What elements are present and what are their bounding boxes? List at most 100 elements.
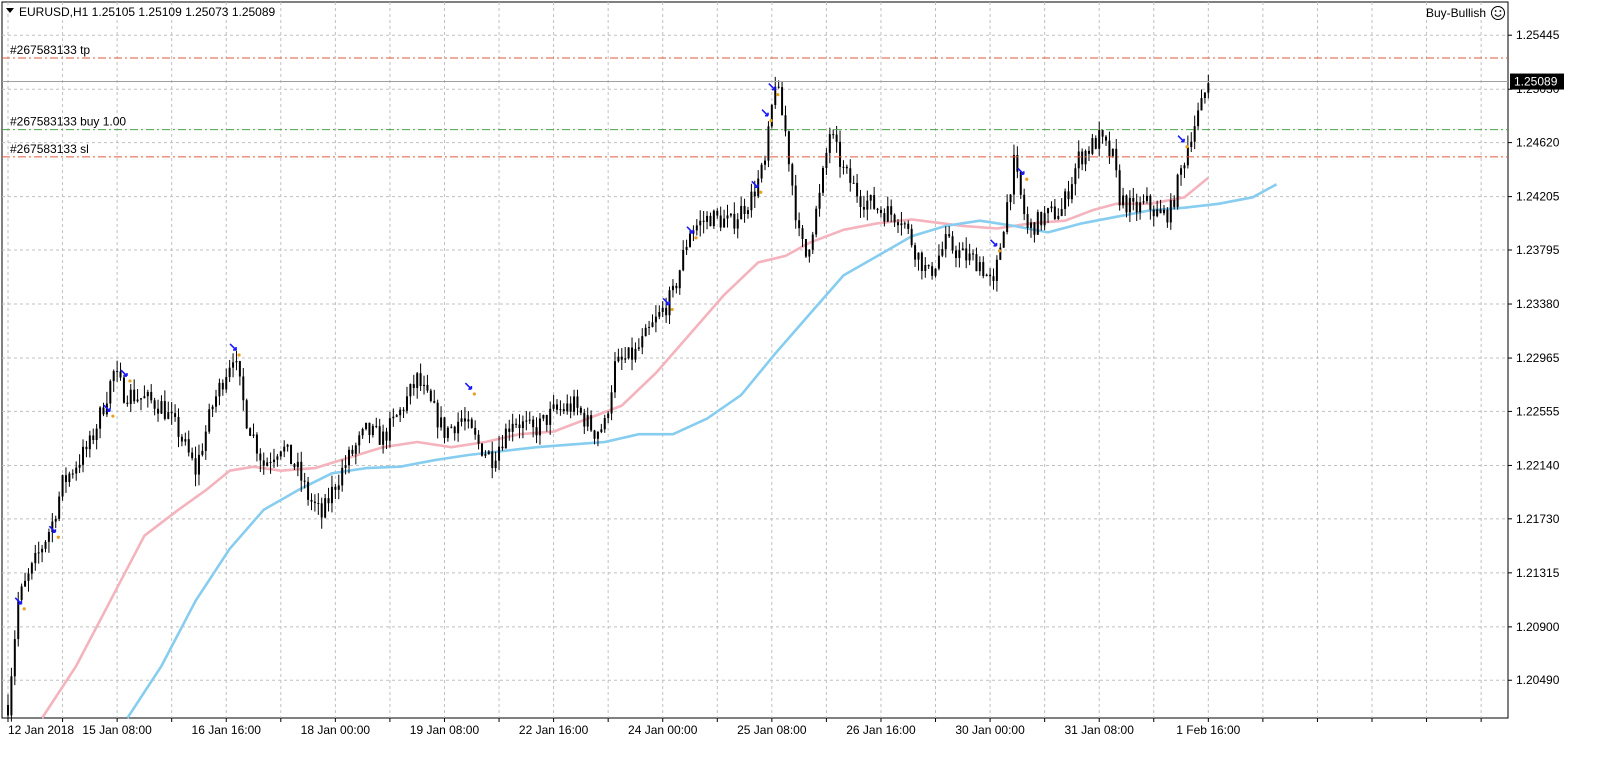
candle-body <box>862 206 865 210</box>
trade-close-marker <box>776 93 780 97</box>
candle-body <box>801 228 804 239</box>
candle-body <box>1006 202 1009 233</box>
candle-body <box>477 434 480 444</box>
axes: 1.254451.250301.246201.242051.237951.233… <box>2 28 1564 737</box>
x-tick-label: 24 Jan 00:00 <box>628 723 698 737</box>
candle-body <box>1207 83 1210 93</box>
candle-body <box>661 307 664 312</box>
candle-body <box>255 434 258 454</box>
candle-body <box>30 563 33 574</box>
plot-area[interactable] <box>1 1 1509 719</box>
candle-body <box>1057 215 1060 220</box>
candle-body <box>924 265 927 271</box>
candle-body <box>1152 209 1155 217</box>
dropdown-triangle-icon[interactable] <box>6 8 14 13</box>
candle-body <box>143 396 146 399</box>
candle-body <box>191 452 194 459</box>
trade-arrow-icon <box>662 297 670 306</box>
candle-body <box>1012 154 1015 195</box>
candle-body <box>450 426 453 428</box>
candle-body <box>1111 148 1114 157</box>
candle-body <box>1101 130 1104 137</box>
candle-body <box>375 425 378 427</box>
candle-body <box>361 428 364 436</box>
candle-body <box>184 439 187 442</box>
candle-body <box>859 196 862 207</box>
trade-close-marker <box>997 249 1002 253</box>
candle-body <box>907 223 910 229</box>
candle-body <box>873 195 876 209</box>
candle-body <box>1183 165 1186 169</box>
candle-body <box>453 426 456 434</box>
candle-body <box>327 498 330 504</box>
candle-body <box>283 446 286 452</box>
trade-arrows <box>14 83 1189 611</box>
trade-close-marker <box>22 607 26 611</box>
candle-body <box>1070 184 1073 200</box>
candle-body <box>470 419 473 428</box>
candle-body <box>671 285 674 291</box>
entry-level-label: #267583133 buy 1.00 <box>10 115 126 129</box>
candle-body <box>180 436 183 442</box>
candle-body <box>208 409 211 432</box>
candle-body <box>985 274 988 277</box>
candle-body <box>978 262 981 272</box>
candle-body <box>1081 151 1084 165</box>
trade-close-marker <box>670 307 674 312</box>
candle-body <box>1094 138 1097 149</box>
candle-body <box>1009 194 1012 203</box>
candle-body <box>436 402 439 428</box>
candle-body <box>569 403 572 412</box>
candle-body <box>934 268 937 276</box>
candle-body <box>1145 195 1148 202</box>
candle-body <box>61 475 64 497</box>
trade-arrow-icon <box>686 226 694 234</box>
candle-body <box>869 195 872 201</box>
candle-body <box>975 254 978 272</box>
candle-body <box>603 418 606 430</box>
grid <box>2 2 1508 718</box>
candle-body <box>958 250 961 258</box>
candle-body <box>740 205 743 220</box>
y-tick-label: 1.20900 <box>1516 620 1560 634</box>
candle-body <box>344 465 347 468</box>
candle-body <box>631 347 634 360</box>
candle-body <box>1122 195 1125 206</box>
candle-body <box>733 213 736 229</box>
candle-body <box>999 247 1002 260</box>
candle-body <box>586 415 589 427</box>
candle-body <box>238 361 241 377</box>
candle-body <box>1002 232 1005 248</box>
candle-body <box>995 259 998 281</box>
candle-body <box>1064 191 1067 209</box>
candle-body <box>712 210 715 227</box>
candle-body <box>272 459 275 462</box>
candle-body <box>112 371 115 382</box>
chart-header: EURUSD,H1 1.25105 1.25109 1.25073 1.2508… <box>6 5 276 19</box>
candle-body <box>13 639 16 677</box>
candle-body <box>753 191 756 197</box>
candle-body <box>910 228 913 246</box>
candle-body <box>770 104 773 127</box>
candle-body <box>310 499 313 502</box>
candle-body <box>552 404 555 409</box>
x-tick-label: 22 Jan 16:00 <box>519 723 589 737</box>
candle-body <box>504 428 507 449</box>
candle-body <box>699 220 702 226</box>
candle-body <box>211 406 214 410</box>
candle-body <box>515 423 518 425</box>
candle-body <box>760 164 763 179</box>
candle-body <box>951 236 954 251</box>
trade-arrow-icon <box>48 525 57 534</box>
candle-body <box>821 168 824 193</box>
candle-body <box>610 392 613 414</box>
candle-body <box>119 371 122 378</box>
candle-body <box>1060 208 1063 216</box>
candle-body <box>562 409 565 412</box>
candle-body <box>1159 209 1162 214</box>
candle-body <box>382 431 385 445</box>
candle-body <box>685 246 688 251</box>
candle-body <box>1186 147 1189 166</box>
